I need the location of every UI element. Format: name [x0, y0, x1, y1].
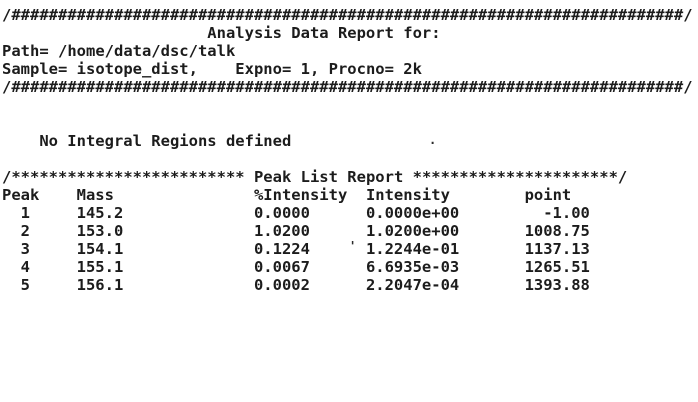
col-header-peak: Peak	[2, 186, 40, 204]
table-row: 4 155.1 0.0067 6.6935e-03 1265.51	[2, 258, 590, 276]
cell-point: 1137.13	[524, 240, 590, 258]
cell-mass: 145.2	[76, 204, 124, 222]
cell-pct-intensity: 0.0000	[253, 204, 310, 222]
scan-artifact-mark: '	[349, 239, 357, 253]
table-row: 3 154.1 0.1224 1.2244e-01 1137.13	[2, 240, 590, 258]
cell-intensity: 0.0000e+00	[365, 204, 460, 222]
peak-list-banner: /************************* Peak List Rep…	[2, 168, 627, 186]
cell-pct-intensity: 0.0002	[253, 276, 310, 294]
table-row: 2 153.0 1.0200 1.0200e+00 1008.75	[2, 222, 590, 240]
cell-pct-intensity: 1.0200	[253, 222, 310, 240]
table-row: 5 156.1 0.0002 2.2047e-04 1393.88	[2, 276, 590, 294]
hash-border-text: /#######################################…	[2, 78, 693, 96]
cell-mass: 155.1	[76, 258, 124, 276]
cell-intensity: 6.6935e-03	[365, 258, 460, 276]
cell-mass: 154.1	[76, 240, 124, 258]
hash-border-text: /#######################################…	[2, 6, 693, 24]
cell-intensity: 1.2244e-01	[365, 240, 460, 258]
cell-peak: 4	[20, 258, 30, 276]
cell-point: 1265.51	[524, 258, 590, 276]
col-header-intensity: Intensity	[365, 186, 450, 204]
cell-pct-intensity: 0.1224	[253, 240, 310, 258]
cell-point: -1.00	[543, 204, 590, 222]
banner-title: Peak List Report	[253, 168, 404, 186]
cell-mass: 156.1	[76, 276, 124, 294]
table-header: Peak Mass %Intensity Intensity point	[2, 186, 571, 204]
cell-intensity: 2.2047e-04	[365, 276, 460, 294]
cell-mass: 153.0	[76, 222, 124, 240]
cell-point: 1393.88	[524, 276, 590, 294]
cell-peak: 5	[20, 276, 30, 294]
sample-line: Sample= isotope_dist, Expno= 1, Procno= …	[2, 60, 422, 78]
integral-note: No Integral Regions defined	[39, 132, 292, 150]
cell-point: 1008.75	[524, 222, 590, 240]
banner-stars-left: /*************************	[2, 168, 254, 186]
hash-border-bottom: /#######################################…	[2, 78, 693, 96]
table-row: 1 145.2 0.0000 0.0000e+00 -1.00	[2, 204, 590, 222]
cell-pct-intensity: 0.0067	[253, 258, 310, 276]
cell-peak: 2	[20, 222, 30, 240]
col-header-mass: Mass	[76, 186, 114, 204]
banner-stars-right: **********************/	[403, 168, 628, 186]
hash-border-top: /#######################################…	[2, 6, 693, 24]
scan-artifact-mark: .	[429, 133, 437, 147]
col-header-point: point	[524, 186, 572, 204]
col-header-pct-intensity: %Intensity	[253, 186, 348, 204]
cell-intensity: 1.0200e+00	[365, 222, 460, 240]
cell-peak: 3	[20, 240, 30, 258]
report-title: Analysis Data Report for:	[207, 24, 441, 42]
cell-peak: 1	[20, 204, 30, 222]
path-line: Path= /home/data/dsc/talk	[2, 42, 236, 60]
